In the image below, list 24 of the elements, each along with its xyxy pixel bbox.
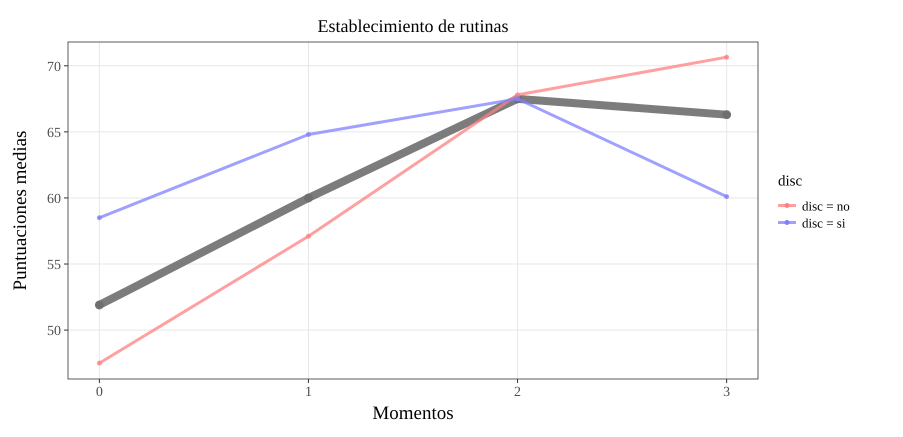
x-tick-label: 3 xyxy=(723,385,730,400)
point xyxy=(96,215,102,220)
point xyxy=(306,234,311,239)
point xyxy=(306,132,311,138)
x-tick-label: 0 xyxy=(96,385,103,400)
y-tick-label: 55 xyxy=(47,258,61,274)
legend-label: disc = si xyxy=(802,216,846,230)
x-tick-label: 1 xyxy=(304,385,312,400)
legend-title: disc xyxy=(778,174,803,190)
y-tick-label: 65 xyxy=(47,126,61,141)
x-tick-label: 2 xyxy=(514,385,522,400)
y-tick-label: 70 xyxy=(47,60,61,75)
point xyxy=(724,194,730,200)
legend-label: disc = no xyxy=(802,198,850,214)
y-tick-label: 50 xyxy=(47,324,61,340)
x-axis-title: Momentos xyxy=(372,403,454,424)
point xyxy=(724,54,730,60)
point xyxy=(304,193,313,202)
y-tick-label: 60 xyxy=(47,192,61,207)
y-axis-title: Puntuaciones medias xyxy=(10,130,31,290)
point xyxy=(94,300,104,310)
chart-title: Establecimiento de rutinas xyxy=(318,16,508,36)
point xyxy=(96,360,102,366)
point xyxy=(722,110,732,120)
